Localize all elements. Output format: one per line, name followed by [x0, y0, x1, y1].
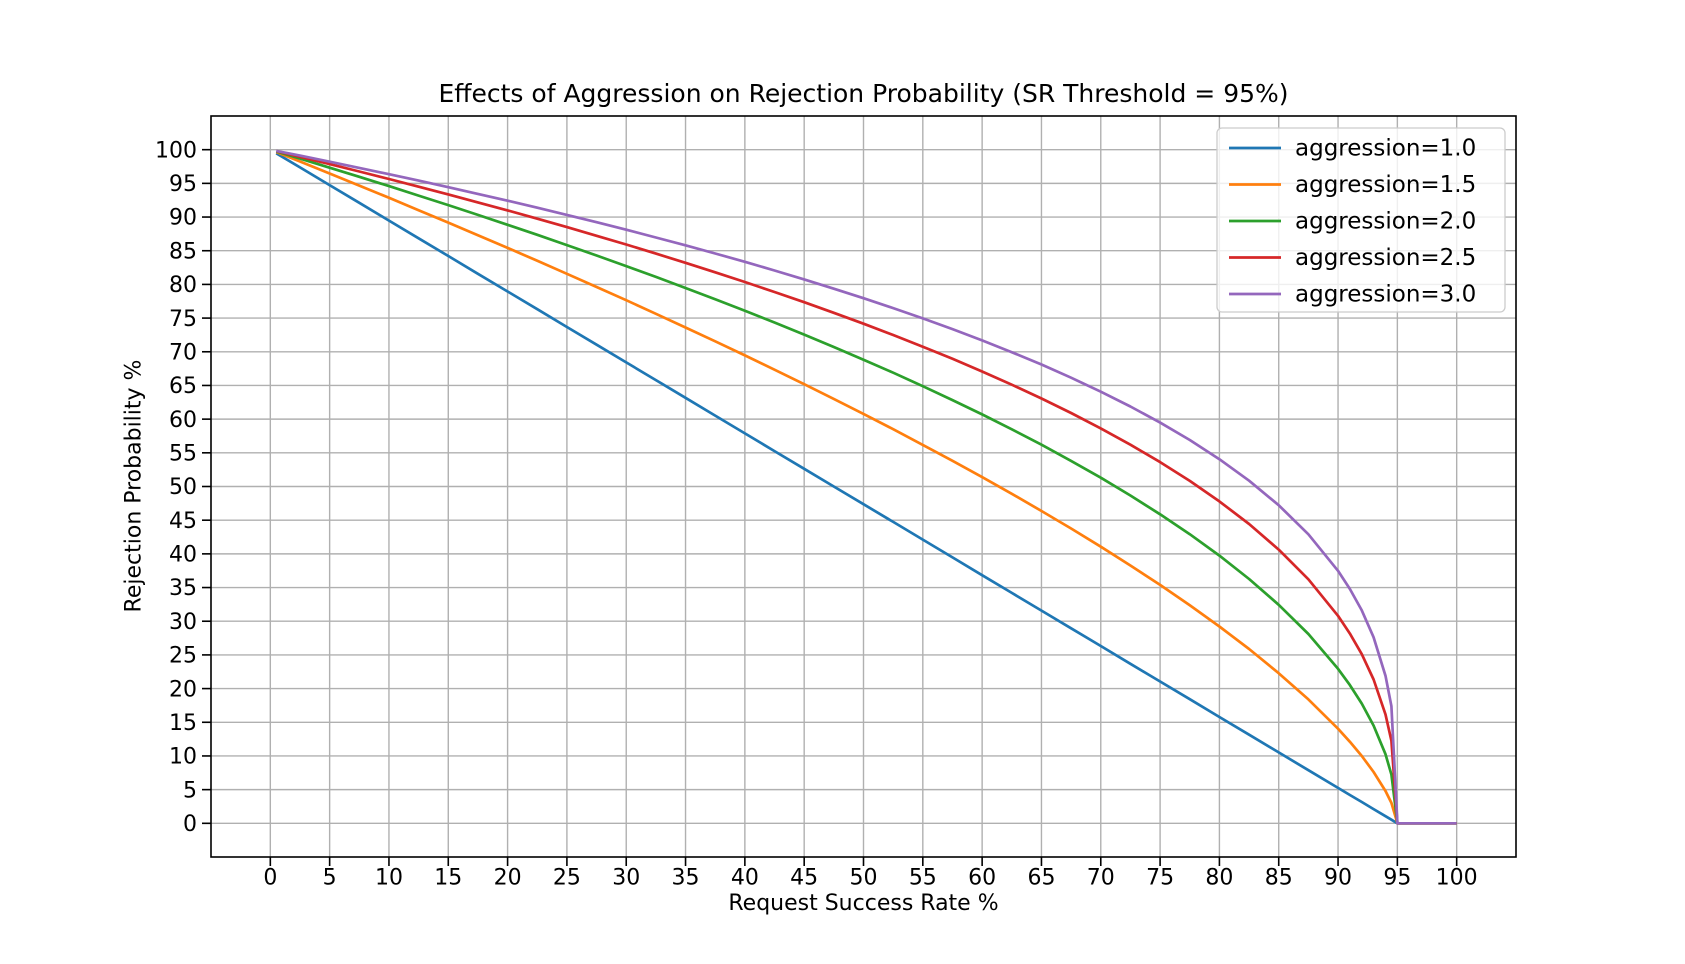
x-tick-label: 95	[1383, 866, 1411, 891]
x-tick-label: 15	[434, 866, 462, 891]
legend-label: aggression=2.5	[1295, 245, 1476, 271]
x-tick-label: 80	[1205, 866, 1233, 891]
x-tick-label: 65	[1027, 866, 1055, 891]
y-tick-label: 80	[169, 273, 197, 298]
y-tick-label: 50	[169, 475, 197, 500]
x-tick-label: 30	[612, 866, 640, 891]
x-tick-label: 40	[731, 866, 759, 891]
y-tick-label: 55	[169, 442, 197, 467]
x-tick-label: 50	[850, 866, 878, 891]
y-tick-label: 45	[169, 509, 197, 534]
y-tick-label: 5	[183, 778, 197, 803]
series-line-aggression=3.0	[276, 149, 1457, 825]
legend-box	[1216, 127, 1506, 313]
chart-title: Effects of Aggression on Rejection Proba…	[438, 79, 1289, 108]
legend: aggression=1.0 aggression=1.5 aggression=2…	[1216, 127, 1506, 313]
x-tick-label: 55	[909, 866, 937, 891]
x-tick-label: 70	[1087, 866, 1115, 891]
x-tick-label: 0	[263, 866, 277, 891]
y-tick-label: 30	[169, 610, 197, 635]
axis-ticks: 0 5 10 15 20 25 30 35 40 45 50 55 60 65 70 75 80 85 90 95 10…	[155, 138, 1478, 890]
y-tick-label: 100	[155, 138, 197, 163]
x-tick-label: 25	[553, 866, 581, 891]
x-tick-label: 20	[494, 866, 522, 891]
y-tick-label: 10	[169, 745, 197, 770]
series-line-aggression=2.5	[275, 149, 1457, 825]
series-line-aggression=1.0	[275, 152, 1457, 825]
y-tick-label: 15	[169, 711, 197, 736]
y-tick-label: 60	[169, 408, 197, 433]
x-tick-label: 75	[1146, 866, 1174, 891]
x-tick-label: 45	[790, 866, 818, 891]
y-tick-label: 95	[169, 172, 197, 197]
x-axis-label: Request Success Rate %	[728, 891, 999, 916]
y-tick-label: 75	[169, 307, 197, 332]
y-tick-label: 0	[183, 812, 197, 837]
y-tick-label: 70	[169, 340, 197, 365]
legend-label: aggression=2.0	[1295, 209, 1476, 235]
x-tick-label: 85	[1265, 866, 1293, 891]
y-tick-label: 85	[169, 239, 197, 264]
y-tick-label: 20	[169, 677, 197, 702]
x-tick-label: 60	[968, 866, 996, 891]
legend-label: aggression=1.5	[1295, 172, 1476, 198]
y-tick-label: 40	[169, 543, 197, 568]
y-tick-label: 25	[169, 644, 197, 669]
y-tick-label: 90	[169, 206, 197, 231]
x-tick-label: 10	[375, 866, 403, 891]
x-tick-label: 90	[1324, 866, 1352, 891]
series-line-aggression=2.0	[275, 150, 1457, 825]
x-tick-label: 5	[323, 866, 337, 891]
y-tick-label: 35	[169, 576, 197, 601]
y-axis-label: Rejection Probability %	[121, 359, 147, 613]
x-tick-label: 100	[1436, 866, 1478, 891]
y-tick-label: 65	[169, 374, 197, 399]
x-tick-label: 35	[672, 866, 700, 891]
legend-label: aggression=3.0	[1295, 282, 1476, 308]
legend-label: aggression=1.0	[1295, 136, 1476, 162]
series-line-aggression=1.5	[275, 150, 1457, 825]
